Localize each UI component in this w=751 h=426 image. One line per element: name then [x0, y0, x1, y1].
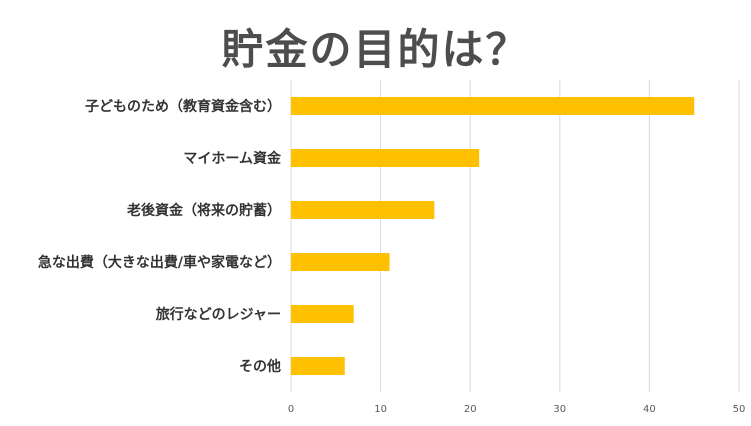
category-label: マイホーム資金: [183, 150, 282, 167]
x-axis-ticks: 0 10 20 30 40 50: [288, 404, 746, 415]
bar: [291, 253, 390, 271]
x-tick-label: 40: [643, 404, 656, 415]
x-tick-label: 30: [553, 404, 566, 415]
category-label: その他: [239, 358, 281, 375]
x-tick-label: 0: [288, 404, 294, 415]
bar: [291, 305, 354, 323]
gridlines: [290, 80, 740, 392]
category-label: 旅行などのレジャー: [156, 306, 281, 323]
bar: [291, 357, 345, 375]
category-label: 急な出費（大きな出費/車や家電など）: [38, 254, 281, 271]
bars: [291, 97, 695, 375]
category-label: 老後資金（将来の貯蓄）: [127, 202, 281, 219]
x-tick-label: 50: [733, 404, 746, 415]
bar: [291, 149, 480, 167]
x-tick-label: 10: [374, 404, 387, 415]
bar: [291, 97, 695, 115]
bar: [291, 201, 435, 219]
chart-title: 貯金の目的は？: [221, 25, 530, 74]
x-tick-label: 20: [464, 404, 477, 415]
category-label: 子どものため（教育資金含む）: [85, 98, 281, 115]
